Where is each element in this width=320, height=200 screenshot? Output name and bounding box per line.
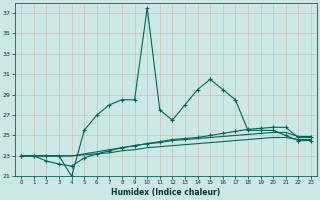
X-axis label: Humidex (Indice chaleur): Humidex (Indice chaleur)	[111, 188, 221, 197]
